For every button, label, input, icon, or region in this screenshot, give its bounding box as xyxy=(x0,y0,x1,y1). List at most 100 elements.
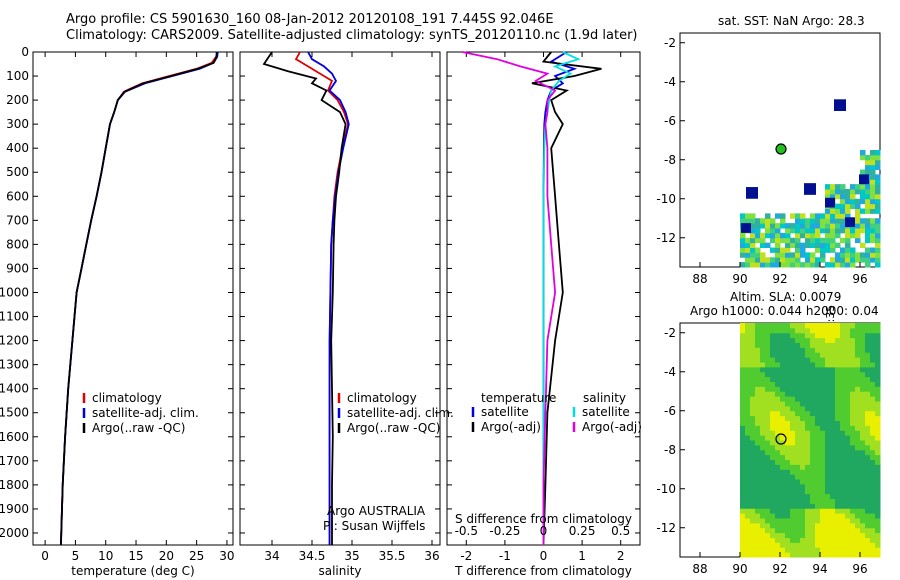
sla-cell xyxy=(800,493,806,499)
sla-cell xyxy=(740,366,746,373)
sla-cell xyxy=(755,469,761,475)
sst-cell xyxy=(865,169,871,175)
sla-cell xyxy=(760,440,766,446)
sst-cell xyxy=(785,252,791,258)
sla-cell xyxy=(795,459,801,465)
sla-cell xyxy=(775,347,781,353)
map-x-tick-label: 92 xyxy=(772,562,787,576)
sla-cell xyxy=(780,547,786,553)
sla-cell xyxy=(860,376,866,382)
sla-cell xyxy=(755,371,761,378)
sla-cell xyxy=(800,503,806,509)
sla-cell xyxy=(765,376,771,382)
sla-cell xyxy=(745,518,751,524)
sla-cell xyxy=(835,410,841,417)
sla-cell xyxy=(755,347,761,353)
sla-cell xyxy=(815,552,821,558)
sla-cell xyxy=(835,401,841,407)
sla-cell xyxy=(810,396,816,402)
sst-cell xyxy=(870,174,876,180)
sla-cell xyxy=(790,352,796,358)
sst-cell xyxy=(825,197,835,208)
sst-cell xyxy=(790,213,796,219)
sla-cell xyxy=(800,332,806,339)
sla-cell xyxy=(830,342,836,348)
sla-cell xyxy=(790,327,796,334)
sla-cell xyxy=(800,386,806,392)
sst-cell xyxy=(840,262,846,268)
sla-cell xyxy=(745,327,751,334)
sst-cell xyxy=(875,203,881,209)
sla-cell xyxy=(775,532,781,538)
sla-cell xyxy=(855,366,861,373)
sla-cell xyxy=(875,371,881,378)
sla-cell xyxy=(745,493,751,499)
sst-cell xyxy=(875,164,881,170)
sla-cell xyxy=(810,332,816,339)
sla-cell xyxy=(765,552,771,558)
s-difference-label: S difference from climatology xyxy=(455,512,632,526)
sla-cell xyxy=(825,435,831,441)
sst-cell xyxy=(795,228,801,234)
sla-cell xyxy=(770,518,776,524)
sla-cell xyxy=(825,347,831,353)
sla-cell xyxy=(760,508,766,514)
sla-cell xyxy=(790,552,796,558)
sla-cell xyxy=(760,381,766,387)
sst-cell xyxy=(845,193,851,200)
sla-cell xyxy=(855,410,861,417)
sla-cell xyxy=(745,337,751,343)
sla-cell xyxy=(840,386,846,392)
sla-cell xyxy=(820,498,826,504)
sla-cell xyxy=(830,396,836,402)
sla-cell xyxy=(855,381,861,387)
sla-cell xyxy=(865,449,871,456)
sla-cell xyxy=(770,342,776,348)
sla-cell xyxy=(850,483,856,490)
sla-cell xyxy=(765,440,771,446)
sst-cell xyxy=(820,257,826,263)
sla-cell xyxy=(770,483,776,490)
sla-cell xyxy=(840,381,846,387)
sla-cell xyxy=(830,430,836,436)
sla-cell xyxy=(850,503,856,509)
sla-cell xyxy=(740,552,746,558)
sst-cell xyxy=(825,242,831,248)
sla-cell xyxy=(760,459,766,465)
sst-cell xyxy=(740,242,746,248)
sla-cell xyxy=(770,357,776,363)
sla-cell xyxy=(780,440,786,446)
map-y-tick-label: -10 xyxy=(656,192,676,206)
sla-cell xyxy=(870,425,876,431)
sla-cell xyxy=(755,352,761,358)
sla-cell xyxy=(835,415,841,421)
sla-cell xyxy=(770,435,776,441)
sla-cell xyxy=(805,444,811,451)
sla-cell xyxy=(745,483,751,490)
sla-cell xyxy=(865,464,871,470)
sla-cell xyxy=(835,323,841,329)
sla-cell xyxy=(810,362,816,368)
sst-cell xyxy=(870,159,876,166)
sla-cell xyxy=(775,498,781,504)
sla-cell xyxy=(785,503,791,509)
sla-cell xyxy=(805,508,811,514)
sla-cell xyxy=(800,532,806,538)
sla-cell xyxy=(765,513,771,519)
sst-cell xyxy=(815,237,821,244)
sla-cell xyxy=(825,323,831,329)
sst-cell xyxy=(830,262,836,268)
sst-cell xyxy=(840,218,846,224)
sla-cell xyxy=(780,401,786,407)
sla-cell xyxy=(840,493,846,499)
map-x-tick-label: 88 xyxy=(692,272,707,286)
map-y-tick-label: -12 xyxy=(656,521,676,535)
sla-cell xyxy=(820,493,826,499)
sst-cell xyxy=(870,257,876,263)
sst-cell xyxy=(875,257,881,263)
sst-cell xyxy=(845,242,851,248)
sla-cell xyxy=(755,552,761,558)
sla-cell xyxy=(775,327,781,334)
sla-cell xyxy=(760,323,766,329)
sla-cell xyxy=(855,425,861,431)
